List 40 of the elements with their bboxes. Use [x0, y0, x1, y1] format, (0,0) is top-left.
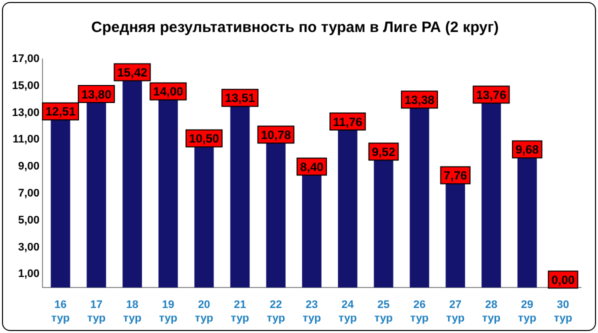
x-tick-label: 28 тур — [482, 299, 501, 324]
y-tick-label: 7,00 — [18, 188, 40, 200]
x-tick-label: 27 тур — [446, 299, 465, 324]
data-label: 13,80 — [81, 87, 112, 102]
y-tick-label: 9,00 — [18, 160, 40, 173]
data-label: 15,42 — [117, 66, 148, 80]
data-label: 9,52 — [372, 144, 396, 159]
x-tick-label: 30 тур — [554, 299, 573, 324]
x-tick-label: 21 тур — [230, 299, 250, 324]
x-tick-label: 22 тур — [266, 299, 286, 324]
y-tick-label: 5,00 — [18, 214, 40, 226]
data-label: 10,78 — [260, 128, 292, 142]
x-tick-label: 29 тур — [518, 299, 537, 324]
data-label: 13,51 — [224, 91, 256, 106]
x-tick-label: 17 тур — [87, 299, 106, 324]
x-tick-label: 19 тур — [158, 299, 178, 324]
data-label: 11,76 — [332, 114, 363, 129]
chart-title: Средняя результативность по турам в Лиге РА (2 круг) — [91, 19, 499, 36]
y-tick-label: 17,00 — [12, 53, 40, 66]
y-tick-label: 11,00 — [12, 134, 40, 146]
x-tick-label: 18 тур — [123, 299, 142, 324]
data-label: 8,40 — [300, 160, 324, 174]
data-label: 12,51 — [45, 104, 76, 119]
x-tick-label: 26 тур — [410, 299, 429, 324]
x-tick-label: 16 тур — [51, 299, 70, 324]
x-tick-label: 24 тур — [338, 299, 358, 324]
data-label: 10,50 — [189, 132, 220, 146]
y-tick-label: 15,00 — [12, 80, 40, 92]
y-tick-label: 3,00 — [18, 241, 40, 254]
y-tick-label: 1,00 — [18, 268, 40, 280]
data-label: 13,38 — [404, 92, 435, 107]
data-label: 13,76 — [476, 88, 507, 102]
data-label: 0,00 — [551, 272, 576, 287]
x-tick-label: 25 тур — [374, 299, 394, 324]
x-tick-label: 23 тур — [302, 299, 322, 324]
y-tick-label: 13,00 — [12, 106, 40, 119]
data-label: 14,00 — [153, 84, 184, 99]
data-label: 9,68 — [515, 142, 540, 157]
data-label: 7,76 — [444, 168, 468, 183]
x-tick-label: 20 тур — [194, 299, 214, 324]
